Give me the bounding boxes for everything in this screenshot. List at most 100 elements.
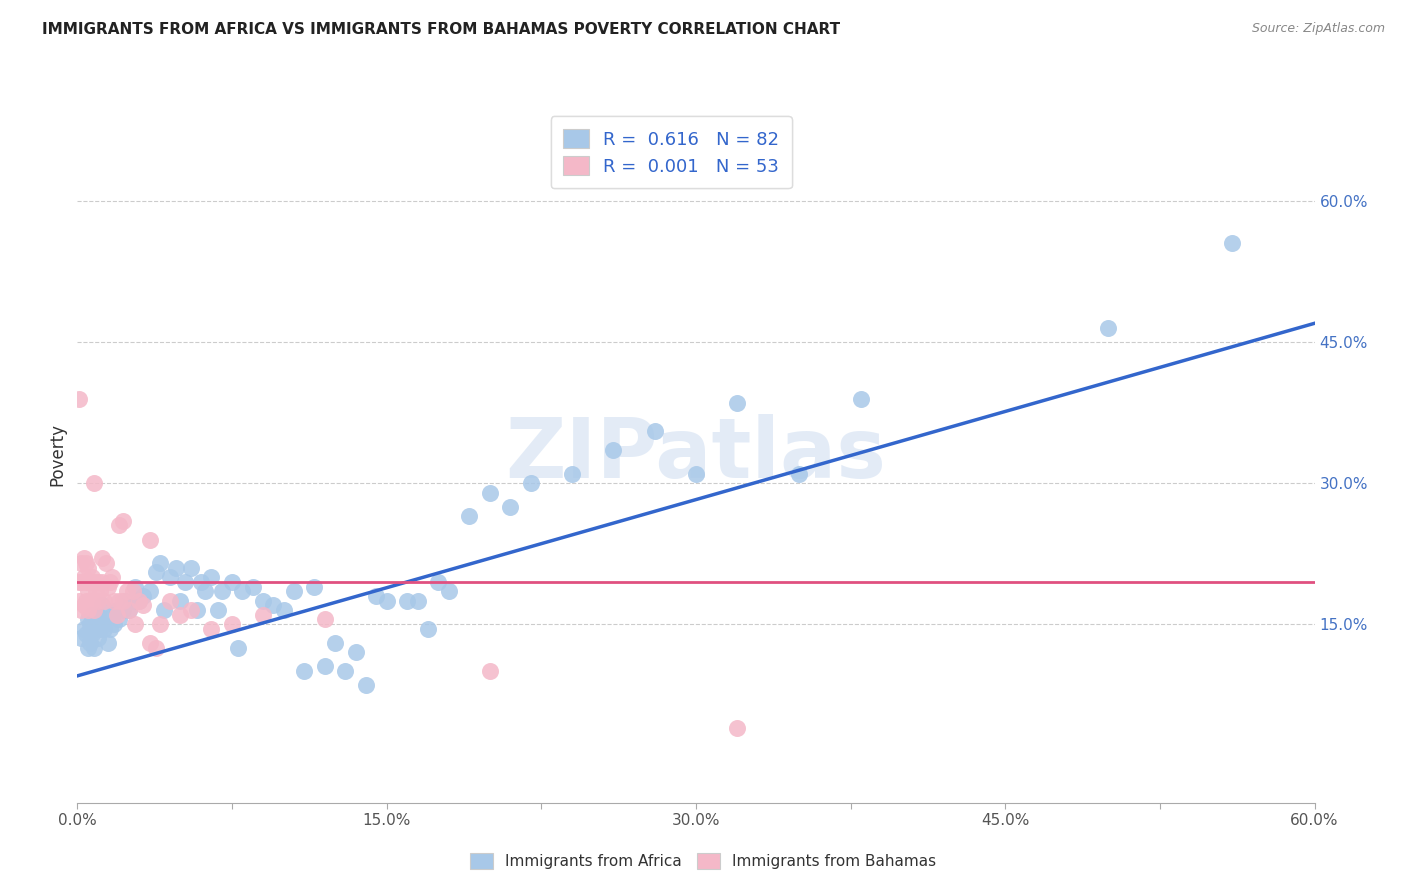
Point: [211, 584, 233, 599]
Point: [72, 599, 94, 613]
Point: [83, 574, 105, 589]
Point: [200, 570, 222, 584]
Point: [72, 570, 94, 584]
Point: [87, 607, 110, 622]
Point: [87, 632, 110, 646]
Point: [314, 612, 336, 626]
Point: [87, 593, 110, 607]
Point: [91, 551, 114, 566]
Point: [91, 574, 114, 589]
Point: [221, 617, 243, 632]
Point: [478, 485, 501, 500]
Point: [70, 574, 93, 589]
Point: [97, 636, 120, 650]
Point: [849, 392, 872, 406]
Point: [79, 593, 101, 607]
Point: [83, 476, 105, 491]
Point: [252, 593, 274, 607]
Point: [520, 476, 543, 491]
Point: [252, 607, 274, 622]
Point: [72, 622, 94, 636]
Point: [644, 425, 666, 439]
Point: [304, 580, 326, 594]
Point: [602, 443, 624, 458]
Point: [93, 593, 115, 607]
Point: [561, 467, 583, 481]
Point: [70, 556, 93, 570]
Point: [173, 574, 195, 589]
Point: [84, 612, 107, 626]
Point: [75, 626, 97, 640]
Point: [103, 617, 125, 632]
Point: [406, 593, 429, 607]
Point: [107, 593, 129, 607]
Point: [396, 593, 419, 607]
Point: [314, 659, 336, 673]
Point: [97, 580, 120, 594]
Point: [111, 603, 134, 617]
Point: [499, 500, 522, 514]
Point: [132, 589, 155, 603]
Point: [80, 570, 103, 584]
Point: [221, 574, 243, 589]
Point: [478, 664, 501, 678]
Point: [344, 645, 367, 659]
Point: [118, 603, 141, 617]
Point: [273, 603, 295, 617]
Point: [145, 640, 167, 655]
Point: [128, 593, 150, 607]
Point: [79, 574, 101, 589]
Point: [169, 607, 191, 622]
Point: [231, 584, 253, 599]
Point: [76, 603, 98, 617]
Point: [107, 518, 129, 533]
Point: [194, 584, 217, 599]
Point: [366, 589, 388, 603]
Point: [335, 664, 357, 678]
Point: [458, 509, 481, 524]
Point: [111, 514, 134, 528]
Point: [787, 467, 810, 481]
Point: [93, 622, 115, 636]
Point: [101, 570, 124, 584]
Point: [725, 721, 748, 735]
Point: [76, 584, 98, 599]
Point: [283, 584, 305, 599]
Point: [153, 603, 176, 617]
Point: [427, 574, 450, 589]
Point: [72, 551, 94, 566]
Point: [292, 664, 315, 678]
Point: [67, 574, 90, 589]
Point: [149, 556, 172, 570]
Point: [416, 622, 439, 636]
Point: [122, 584, 145, 599]
Point: [75, 574, 97, 589]
Point: [76, 640, 98, 655]
Point: [186, 603, 208, 617]
Point: [80, 626, 103, 640]
Point: [79, 617, 101, 632]
Point: [70, 603, 93, 617]
Point: [323, 636, 346, 650]
Point: [122, 593, 145, 607]
Point: [67, 392, 90, 406]
Point: [190, 574, 212, 589]
Point: [75, 593, 97, 607]
Point: [98, 574, 121, 589]
Point: [118, 603, 141, 617]
Point: [169, 593, 191, 607]
Point: [111, 593, 134, 607]
Point: [96, 556, 118, 570]
Point: [124, 580, 146, 594]
Point: [242, 580, 264, 594]
Point: [91, 617, 114, 632]
Point: [685, 467, 707, 481]
Legend: R =  0.616   N = 82, R =  0.001   N = 53: R = 0.616 N = 82, R = 0.001 N = 53: [551, 116, 792, 188]
Point: [725, 396, 748, 410]
Point: [103, 593, 125, 607]
Point: [105, 607, 128, 622]
Point: [145, 566, 167, 580]
Point: [96, 612, 118, 626]
Point: [83, 640, 105, 655]
Point: [149, 617, 172, 632]
